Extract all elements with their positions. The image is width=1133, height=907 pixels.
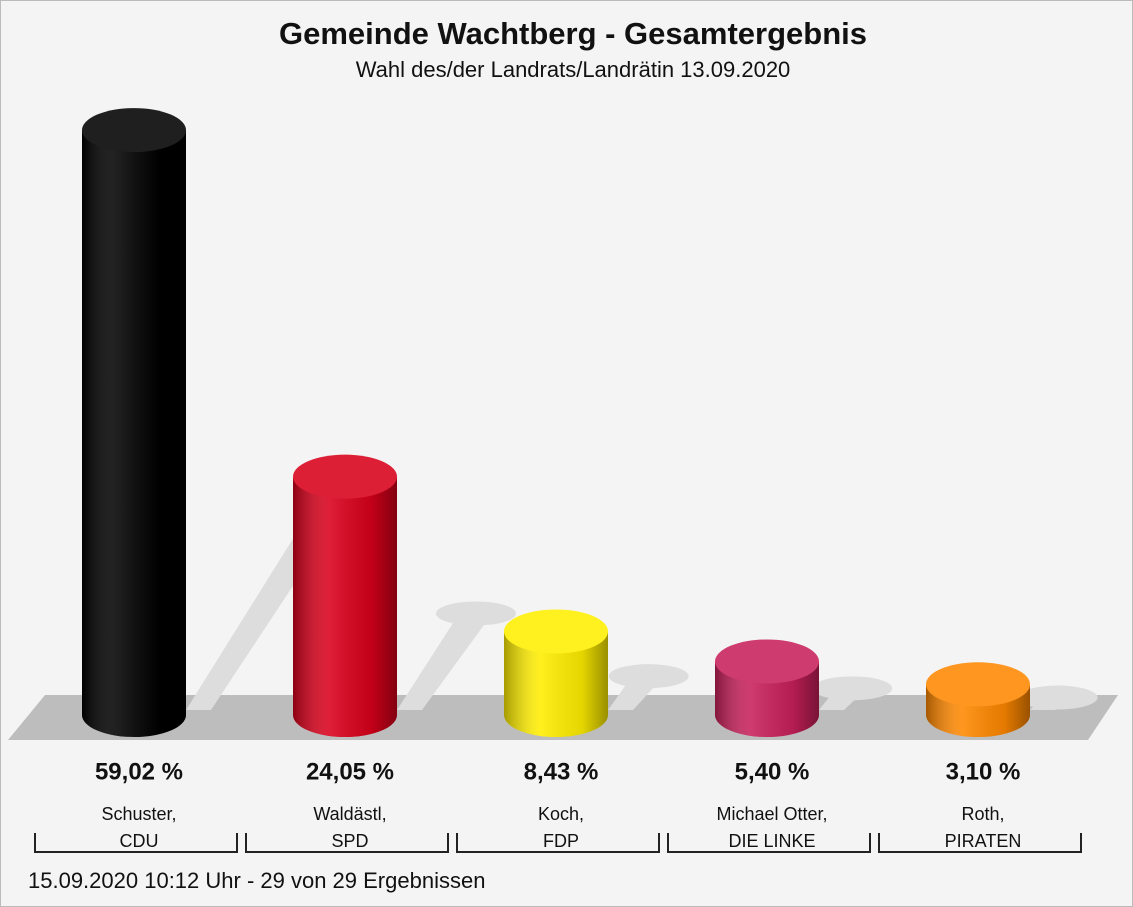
- category-label: CDU: [120, 831, 159, 851]
- value-label: 24,05 %: [306, 758, 394, 785]
- category-bracket: [456, 833, 660, 853]
- category-label: SPD: [331, 831, 368, 851]
- chart-subtitle: Wahl des/der Landrats/Landrätin 13.09.20…: [356, 57, 791, 82]
- category-label: FDP: [543, 831, 579, 851]
- value-label: 3,10 %: [946, 758, 1021, 785]
- bar-top: [293, 454, 397, 499]
- category-bracket: [245, 833, 449, 853]
- category-bracket: [878, 833, 1082, 853]
- category-label: PIRATEN: [945, 831, 1022, 851]
- bar-top-light: [82, 108, 186, 153]
- category-bracket: [667, 833, 871, 853]
- bar-shadow-top: [1017, 685, 1098, 710]
- category-bracket: [34, 833, 238, 853]
- bar-top-light: [926, 662, 1030, 707]
- bar-top: [715, 639, 819, 684]
- bar-top-light: [504, 609, 608, 654]
- bar-shadow-top: [435, 601, 516, 626]
- category-label: Waldästl,: [313, 804, 386, 824]
- bar-top: [504, 609, 608, 654]
- bar-shadow: [397, 608, 496, 710]
- bar-top: [82, 108, 186, 153]
- value-label: 59,02 %: [95, 758, 183, 785]
- category-label: Koch,: [538, 804, 584, 824]
- chart-title: Gemeinde Wachtberg - Gesamtergebnis: [279, 16, 867, 51]
- bar-shadow-top: [812, 676, 893, 701]
- value-label: 8,43 %: [524, 758, 599, 785]
- bar-top: [926, 662, 1030, 707]
- category-label: DIE LINKE: [728, 831, 815, 851]
- value-label: 5,40 %: [735, 758, 810, 785]
- bar-shade: [82, 130, 186, 715]
- category-label: Schuster,: [101, 804, 176, 824]
- bar-top-light: [293, 454, 397, 499]
- bar-shade: [293, 476, 397, 715]
- footer: 15.09.2020 10:12 Uhr - 29 von 29 Ergebni…: [28, 868, 485, 893]
- bar-shadow-top: [608, 664, 689, 689]
- category-label: Michael Otter,: [716, 804, 827, 824]
- bar-top-light: [715, 639, 819, 684]
- category-label: Roth,: [961, 804, 1004, 824]
